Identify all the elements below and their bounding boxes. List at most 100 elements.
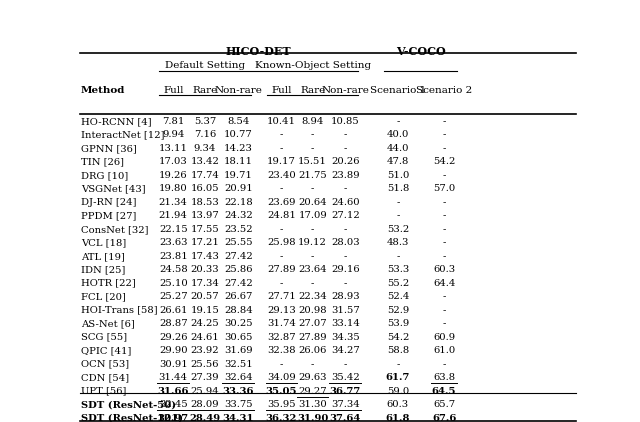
Text: 61.8: 61.8 xyxy=(386,414,410,422)
Text: -: - xyxy=(280,130,283,139)
Text: 23.40: 23.40 xyxy=(267,171,296,180)
Text: 20.57: 20.57 xyxy=(191,292,220,301)
Text: 19.12: 19.12 xyxy=(298,238,327,247)
Text: -: - xyxy=(280,225,283,234)
Text: HICO-DET: HICO-DET xyxy=(226,46,291,57)
Text: 30.91: 30.91 xyxy=(159,360,188,369)
Text: -: - xyxy=(442,238,445,247)
Text: SCG [55]: SCG [55] xyxy=(81,333,127,342)
Text: Full: Full xyxy=(163,86,184,95)
Text: 5.37: 5.37 xyxy=(194,117,216,126)
Text: 28.03: 28.03 xyxy=(331,238,360,247)
Text: 34.27: 34.27 xyxy=(331,346,360,355)
Text: 27.89: 27.89 xyxy=(267,265,296,274)
Text: 29.63: 29.63 xyxy=(298,373,327,382)
Text: -: - xyxy=(311,130,314,139)
Text: -: - xyxy=(442,360,445,369)
Text: 21.94: 21.94 xyxy=(159,211,188,220)
Text: 23.92: 23.92 xyxy=(191,346,220,355)
Text: Scenario 2: Scenario 2 xyxy=(416,86,472,95)
Text: -: - xyxy=(442,306,445,315)
Text: -: - xyxy=(344,360,347,369)
Text: 27.89: 27.89 xyxy=(298,333,327,342)
Text: 30.65: 30.65 xyxy=(224,333,252,342)
Text: 55.2: 55.2 xyxy=(387,279,409,288)
Text: 34.35: 34.35 xyxy=(331,333,360,342)
Text: -: - xyxy=(311,225,314,234)
Text: Full: Full xyxy=(271,86,292,95)
Text: 25.55: 25.55 xyxy=(224,238,253,247)
Text: 54.2: 54.2 xyxy=(387,333,409,342)
Text: -: - xyxy=(280,279,283,288)
Text: -: - xyxy=(311,279,314,288)
Text: Known-Object Setting: Known-Object Setting xyxy=(255,61,371,70)
Text: 24.61: 24.61 xyxy=(191,333,220,342)
Text: 27.39: 27.39 xyxy=(191,373,220,382)
Text: 22.18: 22.18 xyxy=(224,198,253,207)
Text: 61.0: 61.0 xyxy=(433,346,455,355)
Text: 24.58: 24.58 xyxy=(159,265,188,274)
Text: PPDM [27]: PPDM [27] xyxy=(81,211,136,220)
Text: 20.98: 20.98 xyxy=(298,306,327,315)
Text: 52.4: 52.4 xyxy=(387,292,409,301)
Text: 60.3: 60.3 xyxy=(387,400,409,409)
Text: Non-rare: Non-rare xyxy=(321,86,369,95)
Text: 9.94: 9.94 xyxy=(162,130,184,139)
Text: -: - xyxy=(442,198,445,207)
Text: 31.30: 31.30 xyxy=(298,400,327,409)
Text: IDN [25]: IDN [25] xyxy=(81,265,125,274)
Text: 18.11: 18.11 xyxy=(224,157,253,166)
Text: QPIC [41]: QPIC [41] xyxy=(81,346,131,355)
Text: 24.32: 24.32 xyxy=(224,211,253,220)
Text: 51.8: 51.8 xyxy=(387,184,409,193)
Text: 35.05: 35.05 xyxy=(266,387,297,396)
Text: 29.16: 29.16 xyxy=(331,265,360,274)
Text: 33.36: 33.36 xyxy=(223,387,254,396)
Text: Rare: Rare xyxy=(193,86,218,95)
Text: 34.09: 34.09 xyxy=(267,373,296,382)
Text: 19.71: 19.71 xyxy=(224,171,253,180)
Text: 25.98: 25.98 xyxy=(267,238,296,247)
Text: HOI-Trans [58]: HOI-Trans [58] xyxy=(81,306,157,315)
Text: 26.61: 26.61 xyxy=(159,306,188,315)
Text: DJ-RN [24]: DJ-RN [24] xyxy=(81,198,136,207)
Text: 63.8: 63.8 xyxy=(433,373,455,382)
Text: -: - xyxy=(311,252,314,261)
Text: -: - xyxy=(280,360,283,369)
Text: 17.21: 17.21 xyxy=(191,238,220,247)
Text: HO-RCNN [4]: HO-RCNN [4] xyxy=(81,117,152,126)
Text: 32.45: 32.45 xyxy=(159,400,188,409)
Text: 25.56: 25.56 xyxy=(191,360,220,369)
Text: TIN [26]: TIN [26] xyxy=(81,157,124,166)
Text: HOTR [22]: HOTR [22] xyxy=(81,279,136,288)
Text: 35.42: 35.42 xyxy=(331,373,360,382)
Text: 47.8: 47.8 xyxy=(387,157,409,166)
Text: 33.14: 33.14 xyxy=(331,319,360,328)
Text: 61.7: 61.7 xyxy=(386,373,410,382)
Text: 31.74: 31.74 xyxy=(267,319,296,328)
Text: -: - xyxy=(396,198,399,207)
Text: AS-Net [6]: AS-Net [6] xyxy=(81,319,135,328)
Text: 22.34: 22.34 xyxy=(298,292,327,301)
Text: 13.42: 13.42 xyxy=(191,157,220,166)
Text: 10.77: 10.77 xyxy=(224,130,253,139)
Text: 40.0: 40.0 xyxy=(387,130,409,139)
Text: 20.26: 20.26 xyxy=(331,157,360,166)
Text: -: - xyxy=(344,130,347,139)
Text: 29.27: 29.27 xyxy=(298,387,327,396)
Text: Method: Method xyxy=(81,86,125,95)
Text: 25.94: 25.94 xyxy=(191,387,220,396)
Text: -: - xyxy=(396,117,399,126)
Text: 17.43: 17.43 xyxy=(191,252,220,261)
Text: -: - xyxy=(396,360,399,369)
Text: 28.09: 28.09 xyxy=(191,400,220,409)
Text: 20.33: 20.33 xyxy=(191,265,220,274)
Text: 36.32: 36.32 xyxy=(266,414,297,422)
Text: 57.0: 57.0 xyxy=(433,184,455,193)
Text: UPT [56]: UPT [56] xyxy=(81,387,126,396)
Text: 27.71: 27.71 xyxy=(267,292,296,301)
Text: 30.25: 30.25 xyxy=(224,319,253,328)
Text: DRG [10]: DRG [10] xyxy=(81,171,128,180)
Text: 24.81: 24.81 xyxy=(267,211,296,220)
Text: 53.3: 53.3 xyxy=(387,265,409,274)
